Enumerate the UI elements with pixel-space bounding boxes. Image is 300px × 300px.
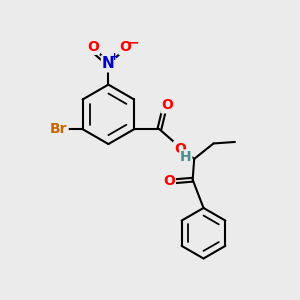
Text: O: O bbox=[119, 40, 131, 54]
Text: Br: Br bbox=[50, 122, 68, 136]
Text: N: N bbox=[102, 56, 115, 71]
Text: O: O bbox=[163, 174, 175, 188]
Text: O: O bbox=[87, 40, 99, 54]
Text: O: O bbox=[174, 142, 186, 156]
Text: −: − bbox=[128, 35, 139, 49]
Text: H: H bbox=[180, 150, 192, 164]
Text: O: O bbox=[161, 98, 173, 112]
Text: +: + bbox=[110, 52, 120, 62]
